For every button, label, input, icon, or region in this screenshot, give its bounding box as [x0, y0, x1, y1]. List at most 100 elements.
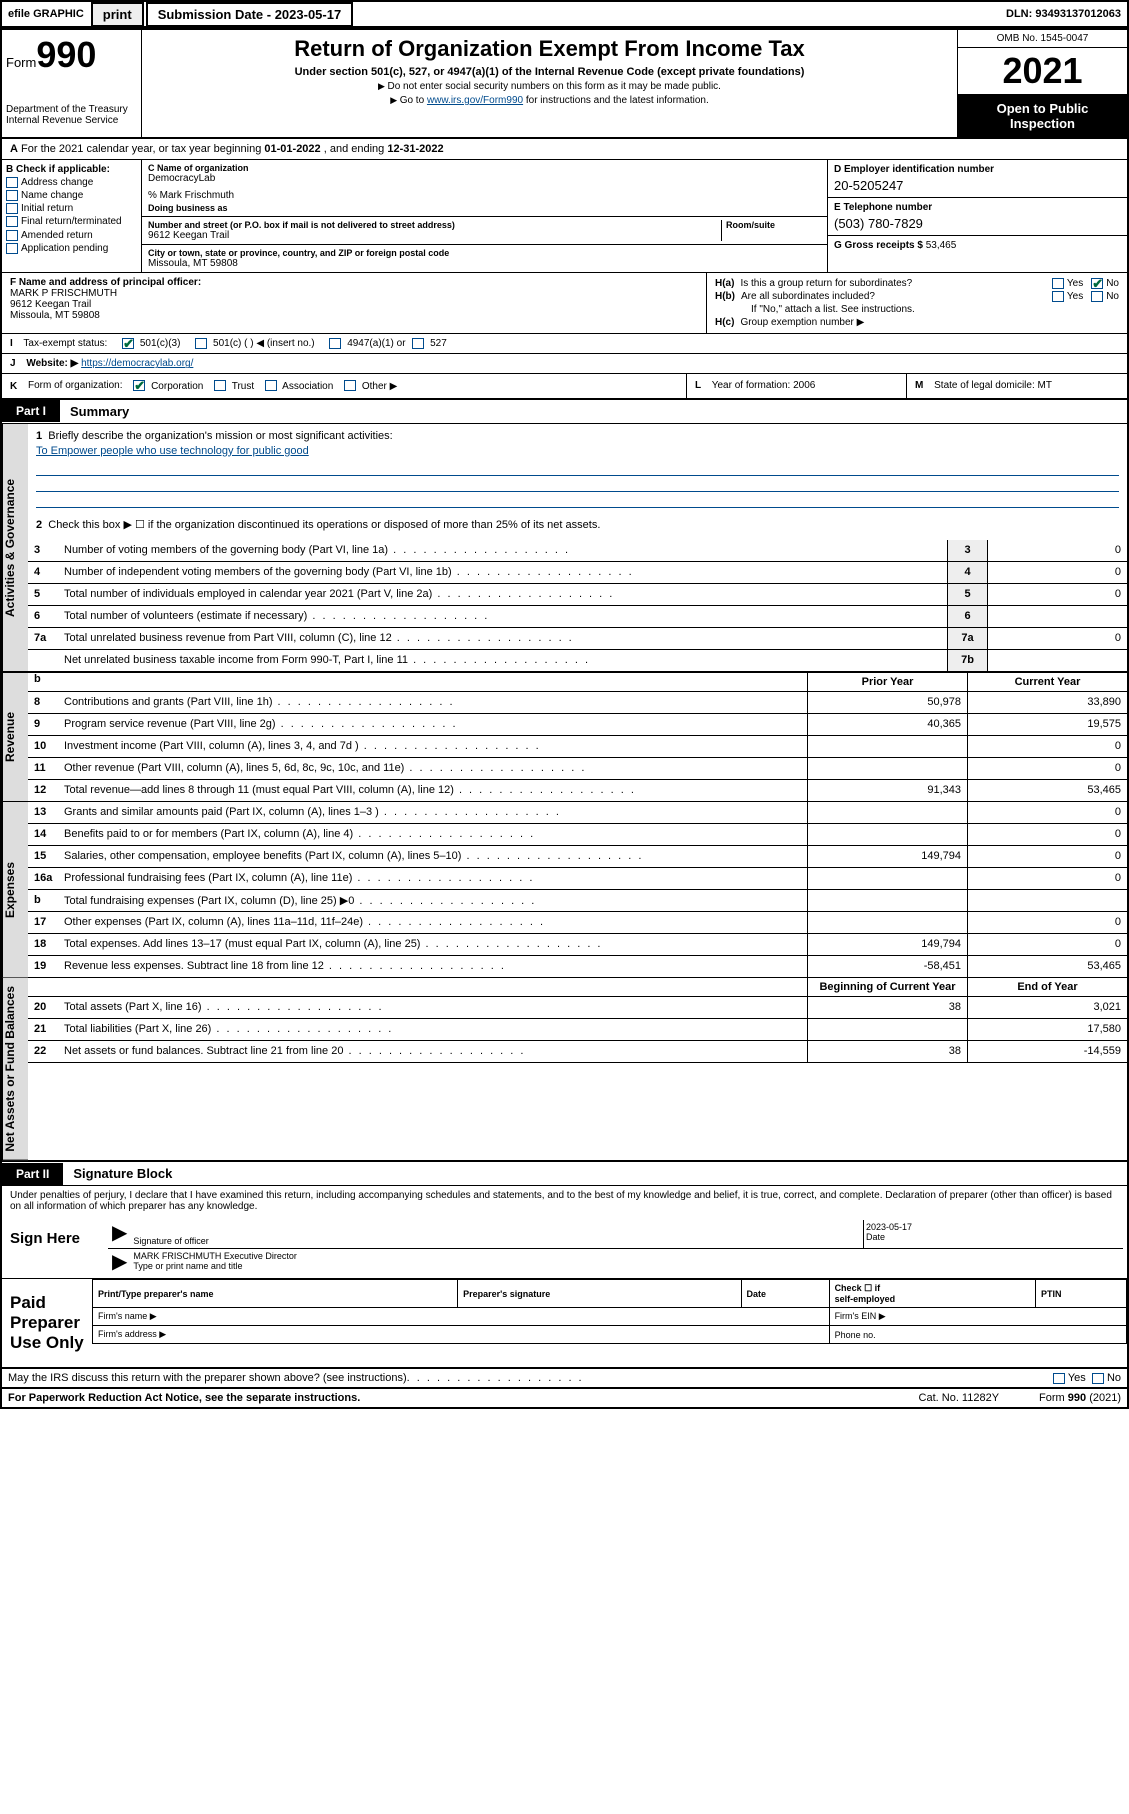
current-val: 0: [967, 868, 1127, 889]
side-tab-revenue: Revenue: [2, 673, 28, 802]
sig-arrow-icon: ▶: [108, 1220, 131, 1248]
current-val: 33,890: [967, 692, 1127, 713]
row-l-letter: L: [695, 380, 701, 391]
expenses-section: Expenses 13Grants and similar amounts pa…: [2, 802, 1127, 978]
line-num: 5: [28, 588, 60, 600]
part-2-title: Signature Block: [63, 1162, 182, 1185]
opt-other[interactable]: Other ▶: [344, 381, 397, 392]
opt-4947[interactable]: 4947(a)(1) or: [329, 338, 405, 349]
ha-no[interactable]: No: [1091, 278, 1119, 289]
prior-val: [807, 1019, 967, 1040]
box-e: E Telephone number (503) 780-7829: [828, 198, 1127, 236]
prior-val: 38: [807, 1041, 967, 1062]
line-box: 6: [947, 606, 987, 627]
current-val: 53,465: [967, 780, 1127, 801]
org-name-row: C Name of organization DemocracyLab % Ma…: [142, 160, 827, 217]
data-line: 12Total revenue—add lines 8 through 11 (…: [28, 780, 1127, 802]
phone-value: (503) 780-7829: [834, 216, 1121, 231]
header-mid: Return of Organization Exempt From Incom…: [142, 30, 957, 137]
line-num: 3: [28, 544, 60, 556]
hb-no[interactable]: No: [1091, 291, 1119, 302]
open-public-l2: Inspection: [1010, 116, 1075, 131]
current-val: 0: [967, 934, 1127, 955]
city-row: City or town, state or province, country…: [142, 245, 827, 272]
row-a-mid: , and ending: [324, 143, 388, 155]
submission-date: Submission Date - 2023-05-17: [146, 2, 354, 27]
data-line: 17Other expenses (Part IX, column (A), l…: [28, 912, 1127, 934]
form-header: Form 990 Department of the Treasury Inte…: [2, 30, 1127, 139]
box-f-label: F Name and address of principal officer:: [10, 277, 698, 288]
line-text: Salaries, other compensation, employee b…: [60, 847, 807, 865]
website-link[interactable]: https://democracylab.org/: [81, 358, 193, 369]
care-of: % Mark Frischmuth: [148, 190, 821, 201]
row-a-pre: For the 2021 calendar year, or tax year …: [21, 143, 264, 155]
prior-val: 38: [807, 997, 967, 1018]
row-i-letter: I: [10, 338, 13, 349]
hb-text: Are all subordinates included?: [741, 291, 875, 302]
mission-blank-2: [36, 476, 1119, 492]
ha-yes[interactable]: Yes: [1052, 278, 1083, 289]
line-num: 16a: [28, 872, 60, 884]
form990-link[interactable]: www.irs.gov/Form990: [427, 95, 523, 106]
line-text: Total liabilities (Part X, line 26): [60, 1020, 807, 1038]
firm-ein: Firm's EIN ▶: [829, 1308, 1126, 1326]
line-num: 11: [28, 762, 60, 774]
row-a-begin: 01-01-2022: [264, 143, 320, 155]
hc-text: Group exemption number ▶: [740, 317, 864, 328]
part-1-bar: Part I Summary: [2, 400, 1127, 424]
governance-section: Activities & Governance 1 Briefly descri…: [2, 424, 1127, 672]
current-val: 0: [967, 802, 1127, 823]
sig-date-label: Date: [866, 1232, 1121, 1242]
side-tab-net: Net Assets or Fund Balances: [2, 978, 28, 1161]
firm-addr: Firm's address ▶: [93, 1326, 830, 1344]
efile-label: efile GRAPHIC: [2, 8, 90, 20]
data-line: 21Total liabilities (Part X, line 26)17,…: [28, 1019, 1127, 1041]
row-m-value: MT: [1038, 380, 1052, 391]
line-text: Total number of volunteers (estimate if …: [60, 607, 947, 625]
gross-value: 53,465: [926, 240, 957, 251]
ha-text: Is this a group return for subordinates?: [740, 278, 912, 289]
opt-assoc[interactable]: Association: [265, 381, 333, 392]
opt-501c3[interactable]: 501(c)(3): [122, 338, 180, 349]
line-num: 19: [28, 960, 60, 972]
opt-address-change[interactable]: Address change: [6, 177, 137, 188]
hb-yes[interactable]: Yes: [1052, 291, 1083, 302]
opt-final-return[interactable]: Final return/terminated: [6, 216, 137, 227]
line-val: [987, 606, 1127, 627]
part-2-tag: Part II: [2, 1163, 63, 1185]
sig-printed-label: Type or print name and title: [133, 1261, 1121, 1271]
opt-501c[interactable]: 501(c) ( ) ◀ (insert no.): [195, 338, 314, 349]
phone-label: E Telephone number: [834, 202, 1121, 213]
current-val: 53,465: [967, 956, 1127, 977]
gov-line: 4Number of independent voting members of…: [28, 562, 1127, 584]
current-val: [967, 890, 1127, 911]
opt-amended-return[interactable]: Amended return: [6, 230, 137, 241]
may-irs-yes[interactable]: Yes: [1053, 1372, 1086, 1384]
opt-name-change[interactable]: Name change: [6, 190, 137, 201]
opt-application-pending[interactable]: Application pending: [6, 243, 137, 254]
print-button[interactable]: print: [91, 2, 144, 27]
opt-initial-return[interactable]: Initial return: [6, 203, 137, 214]
may-irs-no[interactable]: No: [1092, 1372, 1121, 1384]
opt-corp[interactable]: Corporation: [133, 381, 203, 392]
part-2-bar: Part II Signature Block: [2, 1160, 1127, 1186]
city-value: Missoula, MT 59808: [148, 258, 821, 269]
current-val: 0: [967, 846, 1127, 867]
line-num: 20: [28, 1001, 60, 1013]
q1-num: 1: [36, 430, 42, 442]
dln-label: DLN: 93493137012063: [1000, 8, 1127, 20]
opt-trust[interactable]: Trust: [214, 381, 254, 392]
line-val: 0: [987, 584, 1127, 605]
row-a-end: 12-31-2022: [387, 143, 443, 155]
prior-val: 40,365: [807, 714, 967, 735]
street-value: 9612 Keegan Trail: [148, 230, 721, 241]
sig-declaration: Under penalties of perjury, I declare th…: [2, 1186, 1127, 1216]
header-right: OMB No. 1545-0047 2021 Open to Public In…: [957, 30, 1127, 137]
row-a-tax-year: A For the 2021 calendar year, or tax yea…: [2, 139, 1127, 160]
line-num: 12: [28, 784, 60, 796]
row-k-label: Form of organization:: [28, 381, 123, 392]
line-num: 14: [28, 828, 60, 840]
opt-527[interactable]: 527: [412, 338, 446, 349]
data-line: 15Salaries, other compensation, employee…: [28, 846, 1127, 868]
sig-arrow-icon-2: ▶: [108, 1249, 131, 1274]
